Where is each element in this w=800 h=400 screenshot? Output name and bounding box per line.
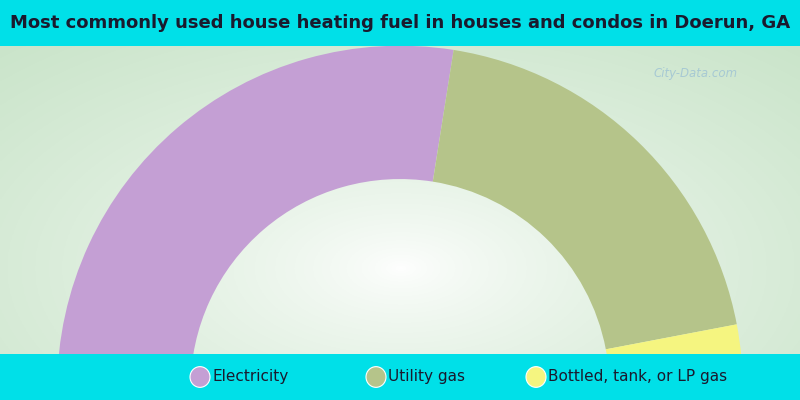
Text: City-Data.com: City-Data.com	[654, 68, 738, 80]
Wedge shape	[57, 46, 454, 388]
Ellipse shape	[190, 367, 210, 387]
Wedge shape	[433, 50, 737, 349]
Text: Bottled, tank, or LP gas: Bottled, tank, or LP gas	[548, 370, 727, 384]
Ellipse shape	[366, 367, 386, 387]
Text: Most commonly used house heating fuel in houses and condos in Doerun, GA: Most commonly used house heating fuel in…	[10, 14, 790, 32]
Wedge shape	[606, 324, 743, 388]
Text: Electricity: Electricity	[212, 370, 288, 384]
Text: Utility gas: Utility gas	[388, 370, 465, 384]
Ellipse shape	[526, 367, 546, 387]
